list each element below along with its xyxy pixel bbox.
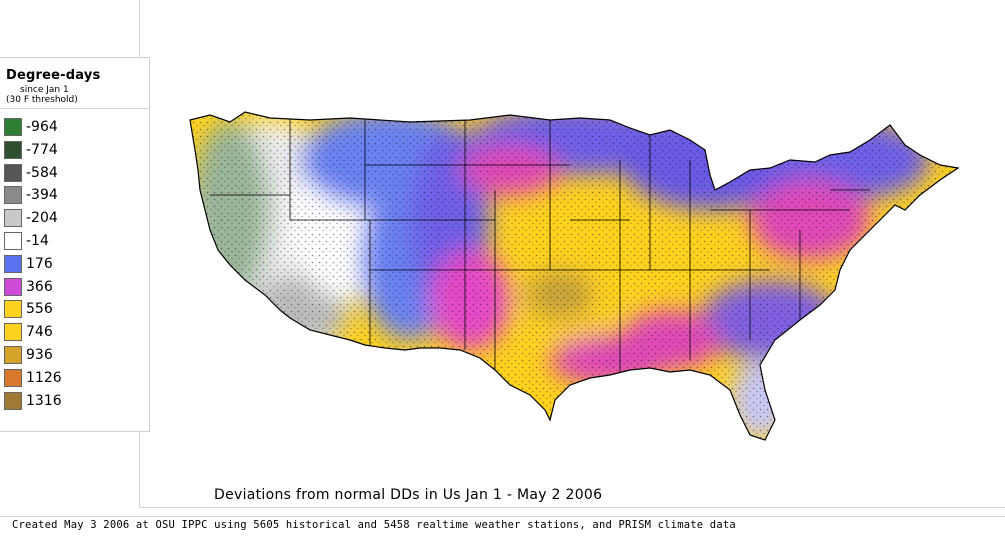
legend-swatch bbox=[4, 118, 22, 136]
frame-divider-vertical bbox=[139, 0, 140, 57]
legend-swatch bbox=[4, 391, 22, 410]
legend-label: -774 bbox=[26, 141, 58, 158]
legend-swatch bbox=[4, 277, 22, 296]
legend-panel: Degree-days since Jan 1 (30 F threshold)… bbox=[0, 57, 150, 432]
legend-swatch bbox=[4, 368, 22, 387]
legend-label: 936 bbox=[26, 347, 53, 363]
legend-label: -964 bbox=[26, 119, 58, 135]
legend-label: 746 bbox=[26, 324, 53, 341]
legend-label: 1316 bbox=[26, 392, 62, 409]
legend-label: -14 bbox=[26, 233, 49, 249]
legend-title: Degree-days bbox=[6, 68, 101, 83]
legend-swatch bbox=[4, 209, 22, 228]
legend-swatch bbox=[4, 163, 22, 182]
frame-divider-horizontal bbox=[139, 507, 1005, 508]
map-title: Deviations from normal DDs in Us Jan 1 -… bbox=[214, 487, 603, 503]
legend-label: 366 bbox=[26, 278, 53, 295]
legend-swatch bbox=[4, 254, 22, 273]
legend-label: 1126 bbox=[26, 369, 62, 386]
legend-label: 556 bbox=[26, 301, 53, 318]
legend-swatch bbox=[4, 232, 22, 250]
legend-label: -394 bbox=[26, 187, 58, 204]
legend-swatch bbox=[4, 323, 22, 342]
frame-divider-footer bbox=[0, 516, 1005, 517]
legend-swatch bbox=[4, 140, 22, 159]
us-map-graphic bbox=[189, 111, 960, 441]
map-credit: Created May 3 2006 at OSU IPPC using 560… bbox=[12, 519, 736, 531]
legend-label: 176 bbox=[26, 255, 53, 272]
frame-divider-vertical-lower bbox=[139, 432, 140, 508]
legend-label: -584 bbox=[26, 164, 58, 181]
us-outline bbox=[189, 111, 960, 441]
legend-swatch bbox=[4, 186, 22, 205]
legend-swatch bbox=[4, 346, 22, 364]
legend-swatch bbox=[4, 300, 22, 319]
legend-subtitle-period: since Jan 1 bbox=[20, 85, 69, 95]
legend-subtitle-threshold: (30 F threshold) bbox=[6, 95, 78, 105]
us-map bbox=[150, 100, 1005, 450]
legend-separator bbox=[0, 108, 150, 109]
legend-label: -204 bbox=[26, 210, 58, 227]
